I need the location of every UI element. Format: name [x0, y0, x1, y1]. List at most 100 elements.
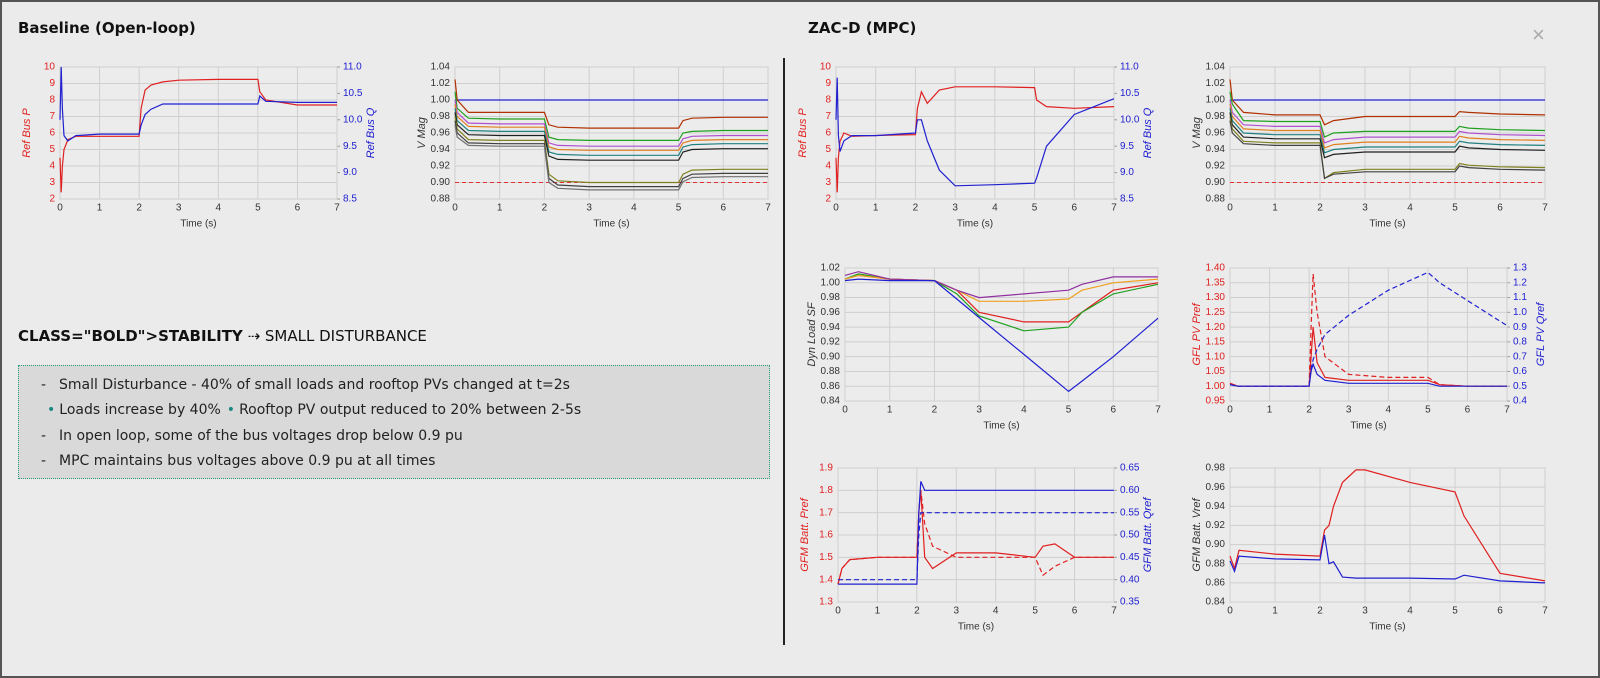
y-tick-label: 1.00 — [431, 95, 451, 106]
series-line — [454, 103, 768, 151]
y2-tick-label: 9.0 — [343, 167, 357, 178]
x-tick-label: 2 — [542, 203, 548, 214]
note-text: MPC maintains bus voltages above 0.9 pu … — [59, 453, 436, 469]
section-title-bold: CLASS="BOLD">STABILITY — [18, 327, 243, 345]
x-tick-label: 5 — [1032, 203, 1038, 214]
series-line — [844, 274, 1159, 302]
x-tick-label: 4 — [992, 203, 998, 214]
y-tick-label: 3 — [49, 177, 55, 188]
sub-bullets: • Loads increase by 40% • Rooftop PV output… — [47, 402, 582, 418]
y-tick-label: 1.00 — [1206, 381, 1226, 392]
y2-axis-label: GFL PV Qref — [1535, 302, 1547, 366]
y-tick-label: 0.98 — [1206, 111, 1226, 122]
x-tick-label: 2 — [1317, 606, 1323, 617]
y-tick-label: 1.10 — [1206, 351, 1226, 362]
y2-tick-label: 10.0 — [343, 114, 363, 125]
y-tick-label: 1.20 — [1206, 322, 1226, 333]
x-tick-label: 5 — [1425, 405, 1431, 416]
y-tick-label: 0.94 — [1206, 144, 1226, 155]
y-axis-label: Dyn Load SF — [806, 301, 818, 366]
y2-tick-label: 10.0 — [1120, 114, 1140, 125]
close-button[interactable]: × — [1532, 22, 1545, 47]
y-tick-label: 1.02 — [431, 78, 451, 89]
series-line — [454, 124, 768, 191]
y-axis-label: Ref Bus P — [21, 108, 33, 158]
note: - In open loop, some of the bus voltages … — [41, 428, 463, 444]
y-tick-label: 0.95 — [1206, 396, 1226, 407]
x-tick-label: 4 — [1407, 606, 1413, 617]
y-tick-label: 1.6 — [819, 530, 833, 541]
series-line — [454, 91, 768, 141]
y-tick-label: 10 — [44, 62, 56, 73]
plot-area — [1229, 467, 1546, 603]
y2-tick-label: 1.1 — [1513, 292, 1527, 303]
x-tick-label: 1 — [1272, 606, 1278, 617]
x-tick-label: 1 — [97, 203, 103, 214]
y-tick-label: 0.98 — [821, 292, 841, 303]
y-tick-label: 0.92 — [1206, 520, 1226, 531]
series-line — [1229, 116, 1546, 180]
x-tick-label: 0 — [452, 203, 458, 214]
x-tick-label: 6 — [1072, 606, 1078, 617]
y-tick-label: 1.8 — [819, 485, 833, 496]
x-tick-label: 7 — [1504, 405, 1510, 416]
y2-tick-label: 0.7 — [1513, 351, 1527, 362]
y-tick-label: 9 — [49, 78, 55, 89]
x-tick-label: 4 — [1386, 405, 1392, 416]
x-tick-label: 4 — [631, 203, 637, 214]
series-line — [1229, 534, 1546, 584]
x-tick-label: 3 — [1362, 203, 1368, 214]
x-tick-label: 4 — [1407, 203, 1413, 214]
y-tick-label: 0.92 — [821, 337, 841, 348]
y2-tick-label: 0.50 — [1120, 530, 1140, 541]
y-tick-label: 1.3 — [819, 597, 833, 608]
x-axis-label: Time (s) — [1369, 622, 1405, 633]
y2-tick-label: 0.9 — [1513, 322, 1527, 333]
y2-tick-label: 0.35 — [1120, 597, 1140, 608]
x-tick-label: 6 — [1111, 405, 1117, 416]
y-tick-label: 1.15 — [1206, 337, 1226, 348]
x-tick-label: 3 — [1362, 606, 1368, 617]
y2-tick-label: 11.0 — [343, 62, 362, 73]
series-line — [1229, 362, 1507, 387]
y-tick-label: 0.84 — [1206, 597, 1226, 608]
x-tick-label: 7 — [334, 203, 340, 214]
y-tick-label: 0.94 — [1206, 501, 1226, 512]
divider — [783, 58, 785, 645]
series-line — [838, 481, 1114, 585]
x-tick-label: 0 — [835, 606, 841, 617]
series-line — [1229, 112, 1546, 159]
y-tick-label: 1.02 — [821, 263, 841, 274]
series-line — [1229, 108, 1546, 154]
x-tick-label: 7 — [1542, 203, 1548, 214]
x-axis-label: Time (s) — [957, 219, 993, 230]
y2-tick-label: 1.3 — [1513, 263, 1527, 274]
y-tick-label: 1.30 — [1206, 292, 1226, 303]
y-tick-label: 1.25 — [1206, 307, 1226, 318]
series-line — [1229, 99, 1546, 144]
y-tick-label: 7 — [49, 111, 55, 122]
y-tick-label: 0.86 — [821, 381, 841, 392]
x-axis-label: Time (s) — [1350, 421, 1386, 432]
series-line — [454, 79, 768, 129]
x-tick-label: 7 — [1111, 203, 1117, 214]
y-axis-label: GFL PV Pref — [1191, 302, 1203, 365]
y-tick-label: 0.94 — [821, 322, 841, 333]
series-line — [59, 66, 337, 142]
y-tick-label: 0.88 — [821, 366, 841, 377]
right-title: ZAC-D (MPC) — [808, 19, 917, 37]
x-tick-label: 5 — [1032, 606, 1038, 617]
y-tick-label: 1.35 — [1206, 277, 1226, 288]
x-tick-label: 6 — [1497, 203, 1503, 214]
y-tick-label: 0.90 — [1206, 539, 1226, 550]
y-tick-label: 8 — [49, 95, 55, 106]
y-tick-label: 0.98 — [1206, 463, 1226, 474]
y-tick-label: 5 — [49, 144, 55, 155]
y2-tick-label: 9.5 — [1120, 141, 1134, 152]
left-title: Baseline (Open-loop) — [18, 19, 196, 37]
series-line — [837, 490, 1114, 585]
sub-bullet: Rooftop PV output reduced to 20% between… — [239, 402, 582, 418]
x-tick-label: 2 — [914, 606, 920, 617]
y-tick-label: 0.96 — [1206, 482, 1226, 493]
